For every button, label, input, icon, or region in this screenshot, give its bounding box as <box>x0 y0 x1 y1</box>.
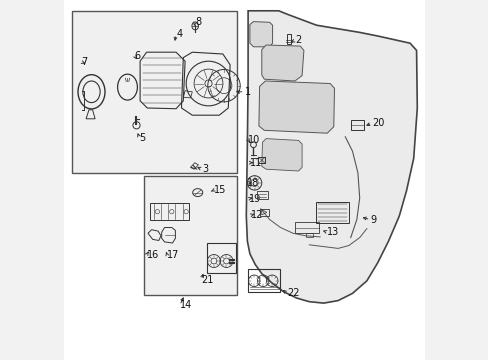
Text: 4: 4 <box>176 29 182 39</box>
Text: 15: 15 <box>213 185 226 195</box>
Text: 6: 6 <box>134 51 141 61</box>
Text: 11: 11 <box>249 158 262 168</box>
Text: 2: 2 <box>294 35 301 45</box>
Bar <box>350 120 363 130</box>
Bar <box>72 11 237 173</box>
Bar <box>258 157 265 163</box>
Text: 13: 13 <box>326 227 339 237</box>
Polygon shape <box>261 45 303 81</box>
Polygon shape <box>261 139 302 171</box>
Polygon shape <box>246 11 416 303</box>
Text: 16: 16 <box>146 250 159 260</box>
Text: 12: 12 <box>250 210 263 220</box>
Text: 22: 22 <box>286 288 299 298</box>
Bar <box>247 269 280 292</box>
Text: 8: 8 <box>195 17 201 27</box>
Bar <box>259 209 268 216</box>
Text: 7: 7 <box>81 57 87 67</box>
Bar <box>294 222 319 233</box>
Bar <box>143 176 237 295</box>
Text: 9: 9 <box>370 215 376 225</box>
Text: 14: 14 <box>179 300 192 310</box>
Polygon shape <box>258 81 334 133</box>
Bar <box>306 233 312 237</box>
Text: 18: 18 <box>247 178 259 188</box>
Text: 17: 17 <box>167 250 179 260</box>
Bar <box>316 202 348 223</box>
Text: 19: 19 <box>248 194 261 204</box>
Polygon shape <box>249 22 272 47</box>
Text: 21: 21 <box>201 275 213 285</box>
Text: 1: 1 <box>244 87 250 97</box>
Bar <box>150 203 189 220</box>
Bar <box>286 34 290 44</box>
Text: 10: 10 <box>247 135 260 145</box>
Bar <box>256 191 268 199</box>
Text: 5: 5 <box>139 132 145 143</box>
Text: 20: 20 <box>371 118 384 128</box>
Text: 3: 3 <box>202 164 208 174</box>
Bar <box>206 243 235 273</box>
